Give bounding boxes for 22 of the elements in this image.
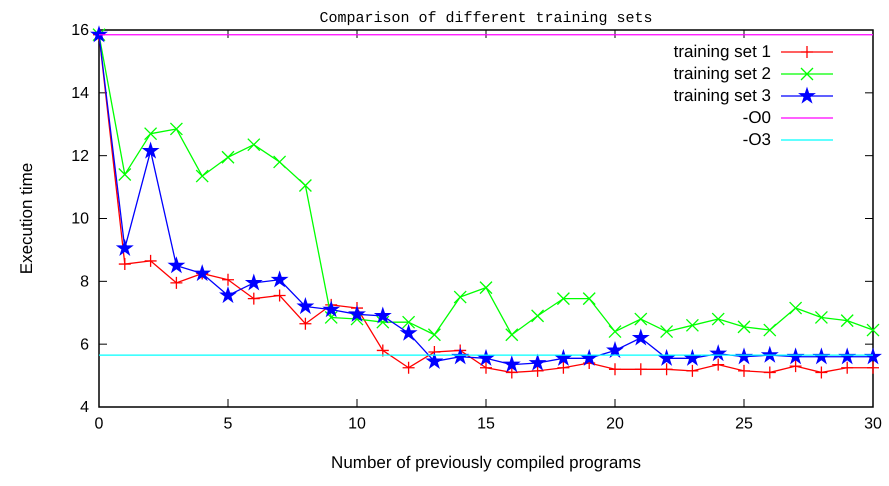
x-tick-label: 15: [477, 415, 495, 432]
legend-label: training set 3: [674, 86, 771, 105]
legend-label: training set 1: [674, 42, 771, 61]
legend-label: -O0: [742, 108, 771, 127]
legend-label: -O3: [742, 130, 771, 149]
y-tick-label: 8: [80, 273, 90, 290]
y-tick-label: 14: [71, 84, 90, 102]
y-tick-label: 6: [80, 336, 90, 354]
legend-label: training set 2: [674, 64, 771, 83]
y-tick-label: 4: [80, 399, 90, 416]
y-tick-label: 16: [71, 22, 90, 40]
x-tick-label: 20: [606, 415, 624, 432]
x-tick-label: 0: [94, 415, 104, 432]
x-tick-label: 10: [348, 415, 366, 432]
x-tick-label: 25: [735, 415, 753, 432]
y-axis-title: Execution time: [17, 162, 36, 274]
y-tick-label: 12: [71, 148, 90, 165]
x-axis-title: Number of previously compiled programs: [331, 453, 641, 472]
y-tick-label: 10: [71, 210, 90, 228]
x-tick-label: 5: [224, 415, 233, 432]
x-tick-label: 30: [864, 415, 882, 432]
chart-title: Comparison of different training sets: [319, 10, 653, 27]
